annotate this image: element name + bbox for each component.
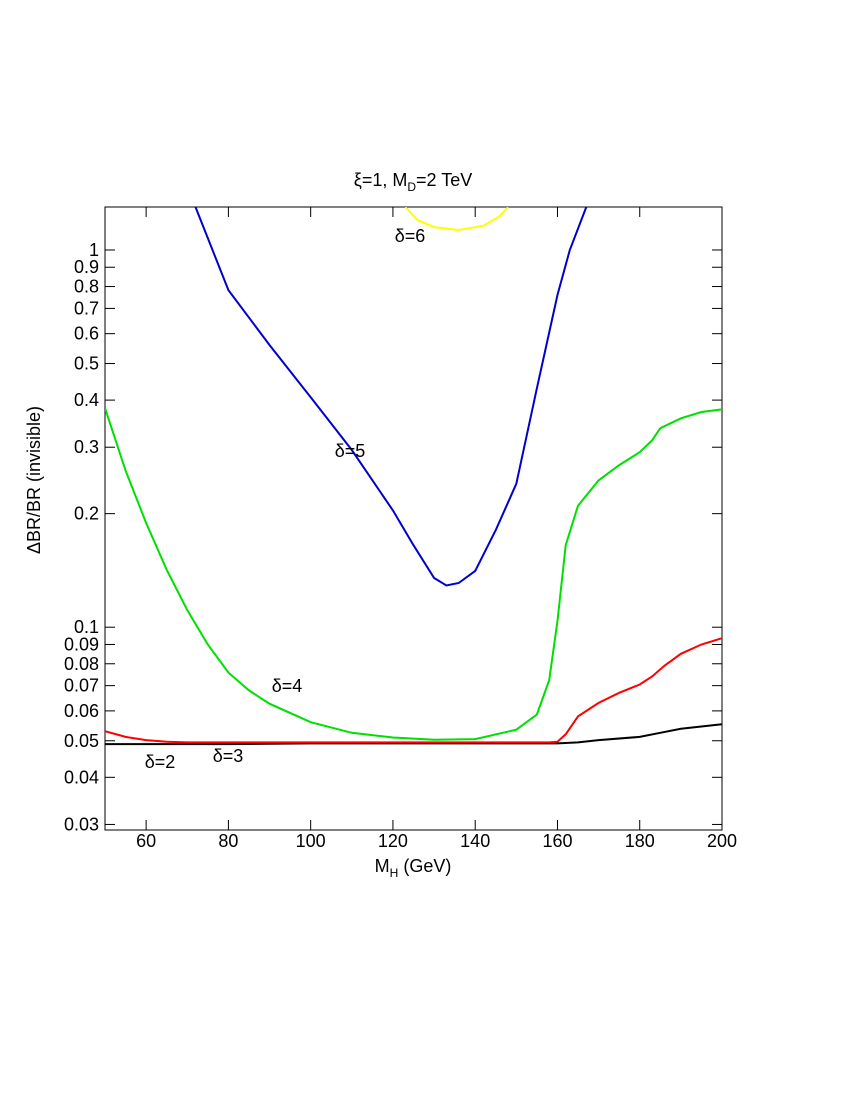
y-tick-label: 0.09	[64, 634, 99, 654]
y-tick-label: 0.6	[74, 324, 99, 344]
y-tick-label: 0.8	[74, 277, 99, 297]
series-line	[105, 407, 722, 741]
series-label: δ=4	[272, 676, 303, 696]
x-axis-label: MH (GeV)	[375, 856, 452, 880]
series-label: δ=5	[335, 441, 366, 461]
y-tick-label: 0.4	[74, 390, 99, 410]
series-label: δ=2	[145, 752, 176, 772]
y-tick-label: 0.05	[64, 731, 99, 751]
y-tick-label: 0.7	[74, 298, 99, 318]
y-tick-label: 0.07	[64, 676, 99, 696]
y-tick-label: 0.3	[74, 437, 99, 457]
x-tick-label: 60	[136, 831, 156, 851]
y-tick-label: 0.08	[64, 654, 99, 674]
y-tick-label: 0.03	[64, 814, 99, 834]
x-tick-label: 200	[707, 831, 737, 851]
y-tick-label: 0.9	[74, 257, 99, 277]
x-tick-label: 180	[625, 831, 655, 851]
plot-lines	[105, 207, 722, 746]
chart-title: ξ=1, MD=2 TeV	[354, 170, 472, 194]
y-tick-label: 0.1	[74, 617, 99, 637]
y-tick-label: 0.5	[74, 354, 99, 374]
series-line	[194, 207, 588, 587]
series-line	[404, 207, 509, 232]
x-tick-label: 100	[296, 831, 326, 851]
series-line	[105, 637, 722, 744]
y-tick-label: 1	[89, 240, 99, 260]
series-label: δ=6	[395, 226, 426, 246]
y-axis-label: ΔBR/BR (invisible)	[24, 406, 44, 554]
y-tick-label: 0.2	[74, 504, 99, 524]
x-tick-label: 140	[460, 831, 490, 851]
series-line	[105, 723, 722, 746]
y-tick-label: 0.04	[64, 767, 99, 787]
y-tick-label: 0.06	[64, 701, 99, 721]
x-tick-label: 80	[218, 831, 238, 851]
series-label: δ=3	[213, 746, 244, 766]
x-tick-label: 120	[378, 831, 408, 851]
plot-frame	[104, 206, 723, 831]
x-tick-label: 160	[542, 831, 572, 851]
